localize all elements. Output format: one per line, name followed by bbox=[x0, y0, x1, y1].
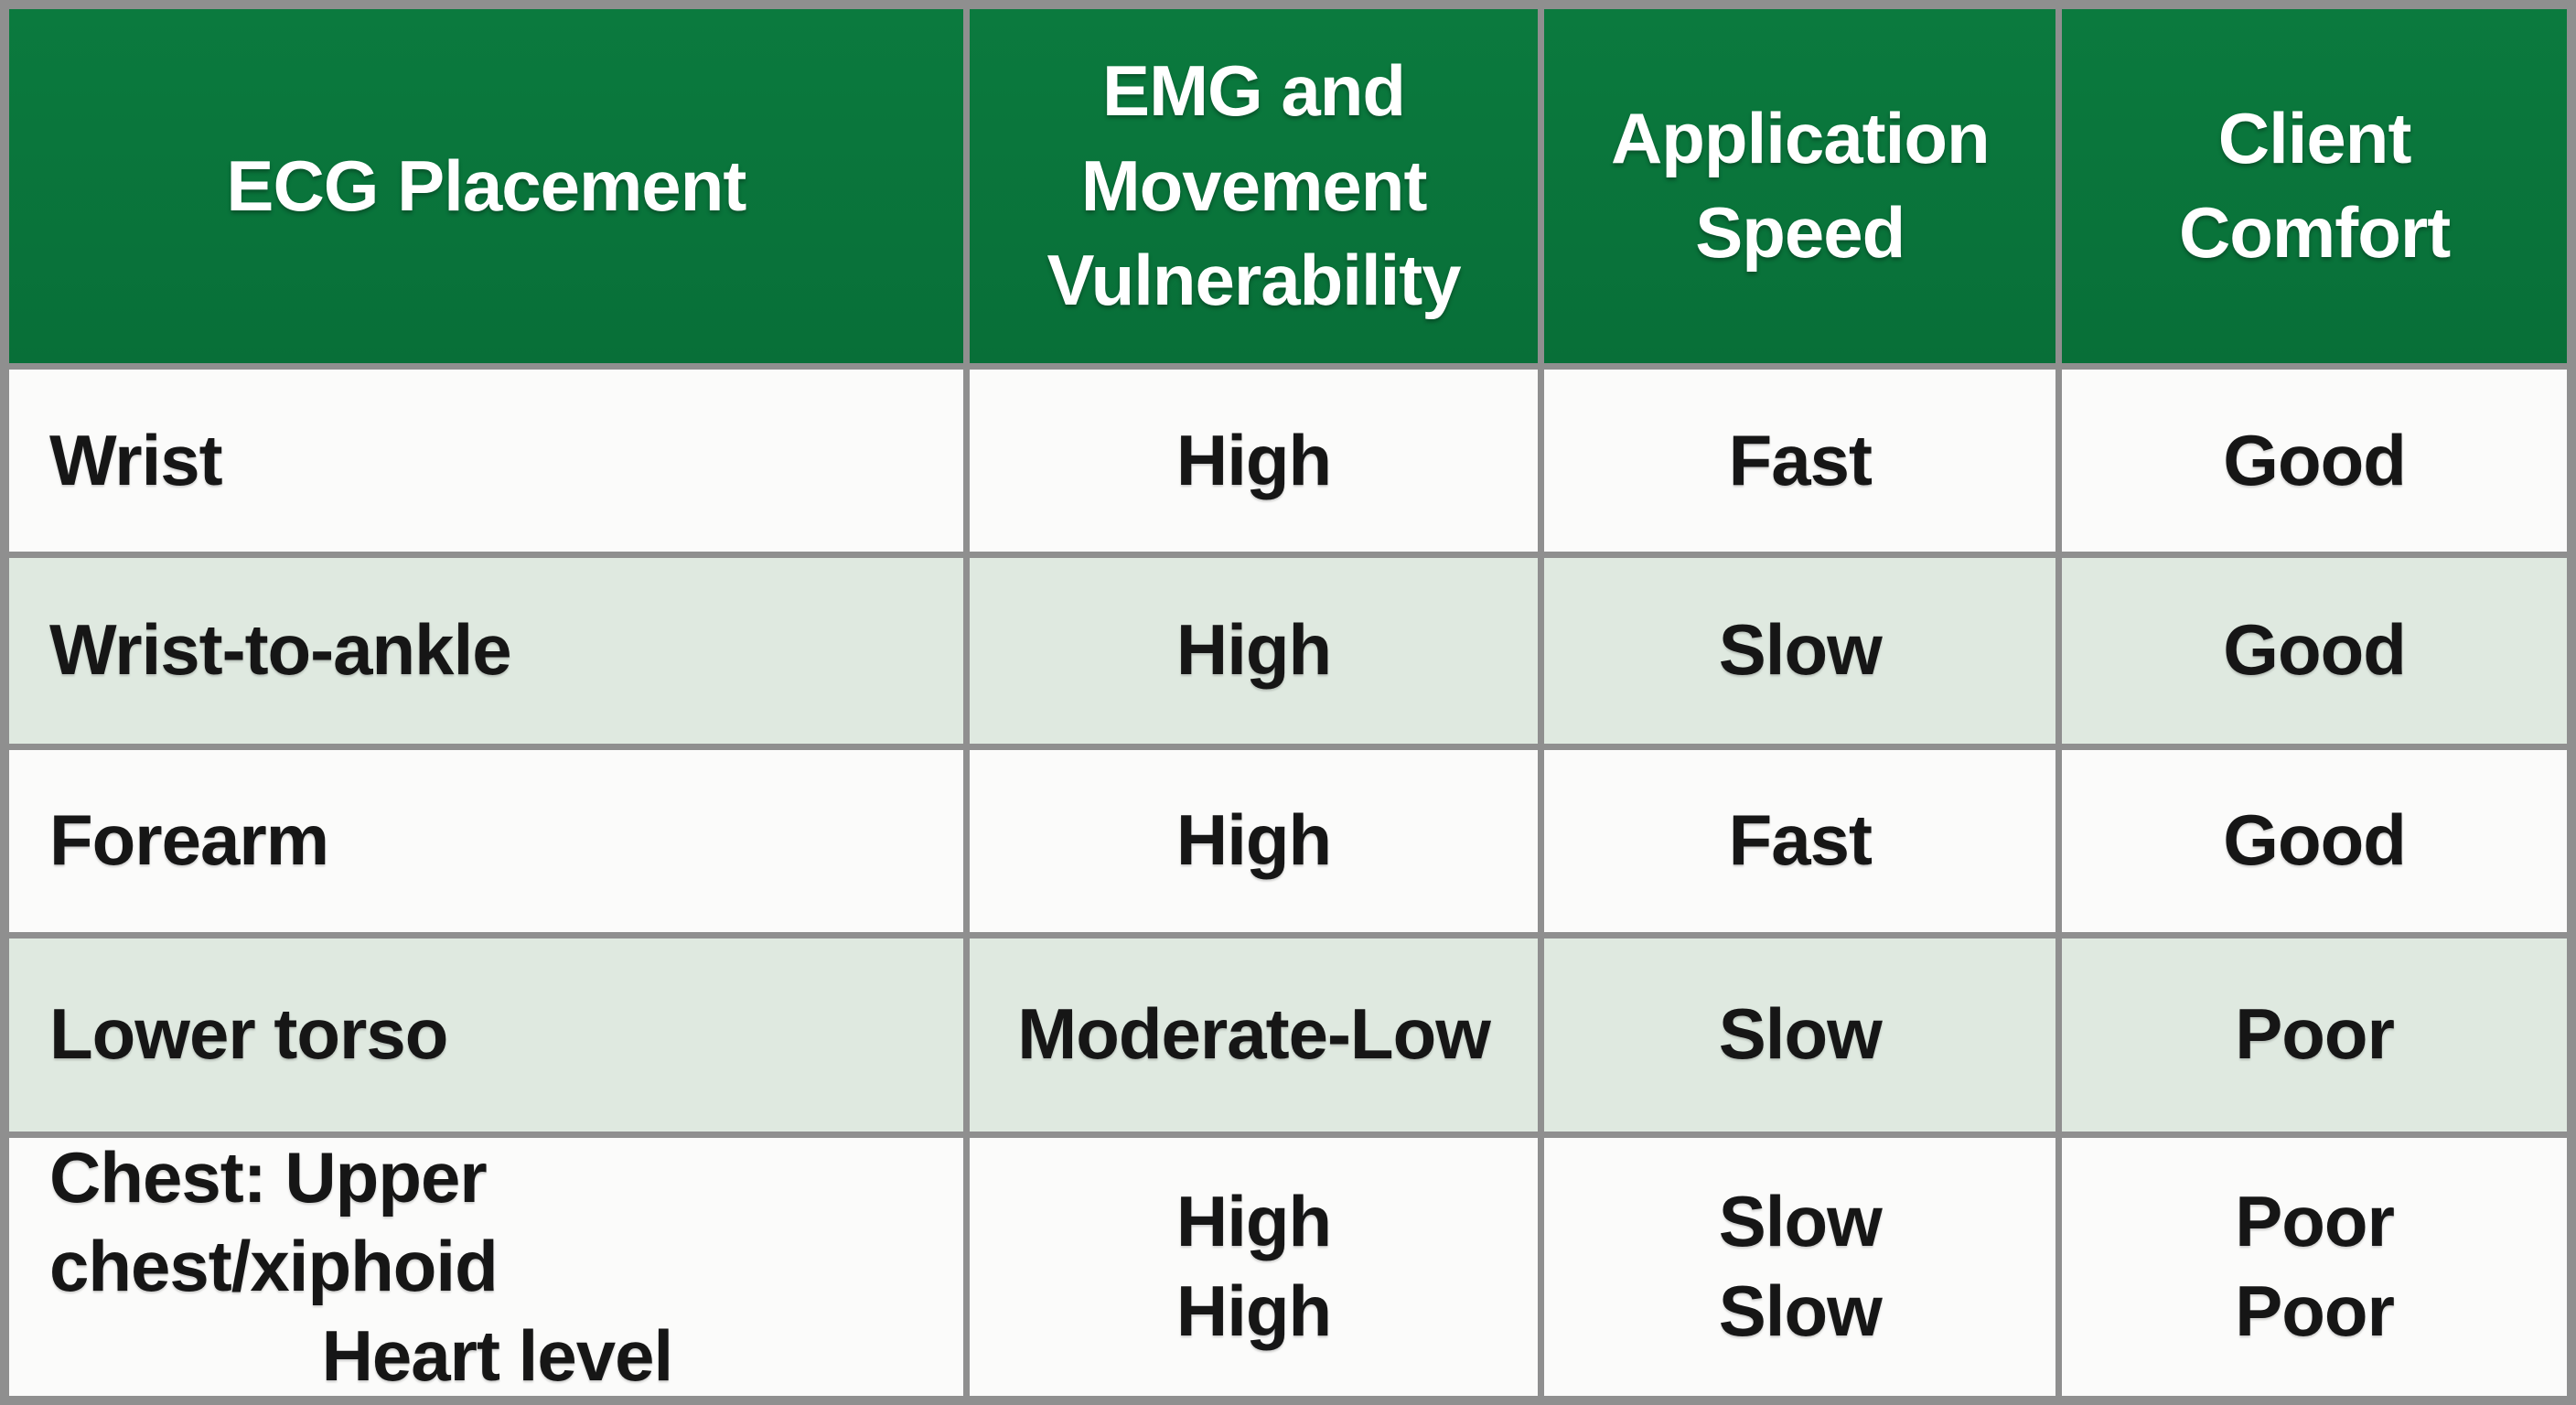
cell-text: Poor bbox=[2235, 993, 2395, 1075]
cell-text: Slow bbox=[1718, 993, 1883, 1075]
cell-text: Moderate-Low bbox=[1017, 993, 1491, 1075]
header-label: ECG Placement bbox=[226, 145, 746, 226]
row-wrist-to-ankle-emg-cell: High bbox=[969, 557, 1539, 744]
cell-text: High bbox=[1175, 419, 1332, 500]
cell-text-line2: Slow bbox=[1718, 1270, 1883, 1351]
row-lower-torso-speed-cell: Slow bbox=[1544, 938, 2056, 1132]
cell-text-line1: Chest: Upper chest/xiphoid bbox=[49, 1137, 499, 1307]
row-forearm-placement-cell: Forearm bbox=[9, 749, 963, 932]
row-lower-torso-placement-cell: Lower torso bbox=[9, 938, 963, 1132]
cell-text-line2: Poor bbox=[2235, 1270, 2395, 1351]
row-lower-torso-comfort-cell: Poor bbox=[2062, 938, 2567, 1132]
header-ecg-placement: ECG Placement bbox=[9, 9, 963, 363]
cell-text: Forearm bbox=[49, 799, 329, 881]
cell-text: Wrist-to-ankle bbox=[49, 609, 512, 691]
header-emg-movement-vulnerability: EMG and Movement Vulnerability bbox=[969, 9, 1539, 363]
cell-text: High bbox=[1175, 609, 1332, 691]
row-lower-torso-emg-cell: Moderate-Low bbox=[969, 938, 1539, 1132]
cell-text-line1: Poor bbox=[2235, 1181, 2395, 1262]
row-wrist-placement-cell: Wrist bbox=[9, 369, 963, 552]
cell-text: Wrist bbox=[49, 419, 223, 500]
row-wrist-emg-cell: High bbox=[969, 369, 1539, 552]
cell-text-line1: Slow bbox=[1718, 1181, 1883, 1262]
row-forearm-speed-cell: Fast bbox=[1544, 749, 2056, 932]
cell-text: Fast bbox=[1728, 419, 1873, 500]
cell-text: Good bbox=[2223, 609, 2407, 691]
header-client-comfort: Client Comfort bbox=[2062, 9, 2567, 363]
row-wrist-to-ankle-comfort-cell: Good bbox=[2062, 557, 2567, 744]
cell-text-line2: High bbox=[1175, 1270, 1332, 1351]
row-forearm-comfort-cell: Good bbox=[2062, 749, 2567, 932]
row-wrist-to-ankle-placement-cell: Wrist-to-ankle bbox=[9, 557, 963, 744]
row-wrist-to-ankle-speed-cell: Slow bbox=[1544, 557, 2056, 744]
cell-text-line1: High bbox=[1175, 1181, 1332, 1262]
row-wrist-comfort-cell: Good bbox=[2062, 369, 2567, 552]
header-label: Client Comfort bbox=[2178, 97, 2451, 273]
row-chest-placement-cell: Chest: Upper chest/xiphoid Heart level bbox=[9, 1137, 963, 1396]
cell-text: Slow bbox=[1718, 609, 1883, 691]
header-label: Application Speed bbox=[1610, 97, 1991, 273]
row-wrist-speed-cell: Fast bbox=[1544, 369, 2056, 552]
cell-text: High bbox=[1175, 799, 1332, 881]
cell-text: Fast bbox=[1728, 799, 1873, 881]
row-chest-comfort-cell: Poor Poor bbox=[2062, 1137, 2567, 1396]
cell-text: Good bbox=[2223, 799, 2407, 881]
cell-text: Good bbox=[2223, 419, 2407, 500]
row-chest-emg-cell: High High bbox=[969, 1137, 1539, 1396]
cell-text-line2: Heart level bbox=[321, 1314, 674, 1396]
header-application-speed: Application Speed bbox=[1544, 9, 2056, 363]
row-forearm-emg-cell: High bbox=[969, 749, 1539, 932]
cell-text: Lower torso bbox=[49, 993, 448, 1075]
row-chest-speed-cell: Slow Slow bbox=[1544, 1137, 2056, 1396]
header-label: EMG and Movement Vulnerability bbox=[1046, 49, 1461, 321]
